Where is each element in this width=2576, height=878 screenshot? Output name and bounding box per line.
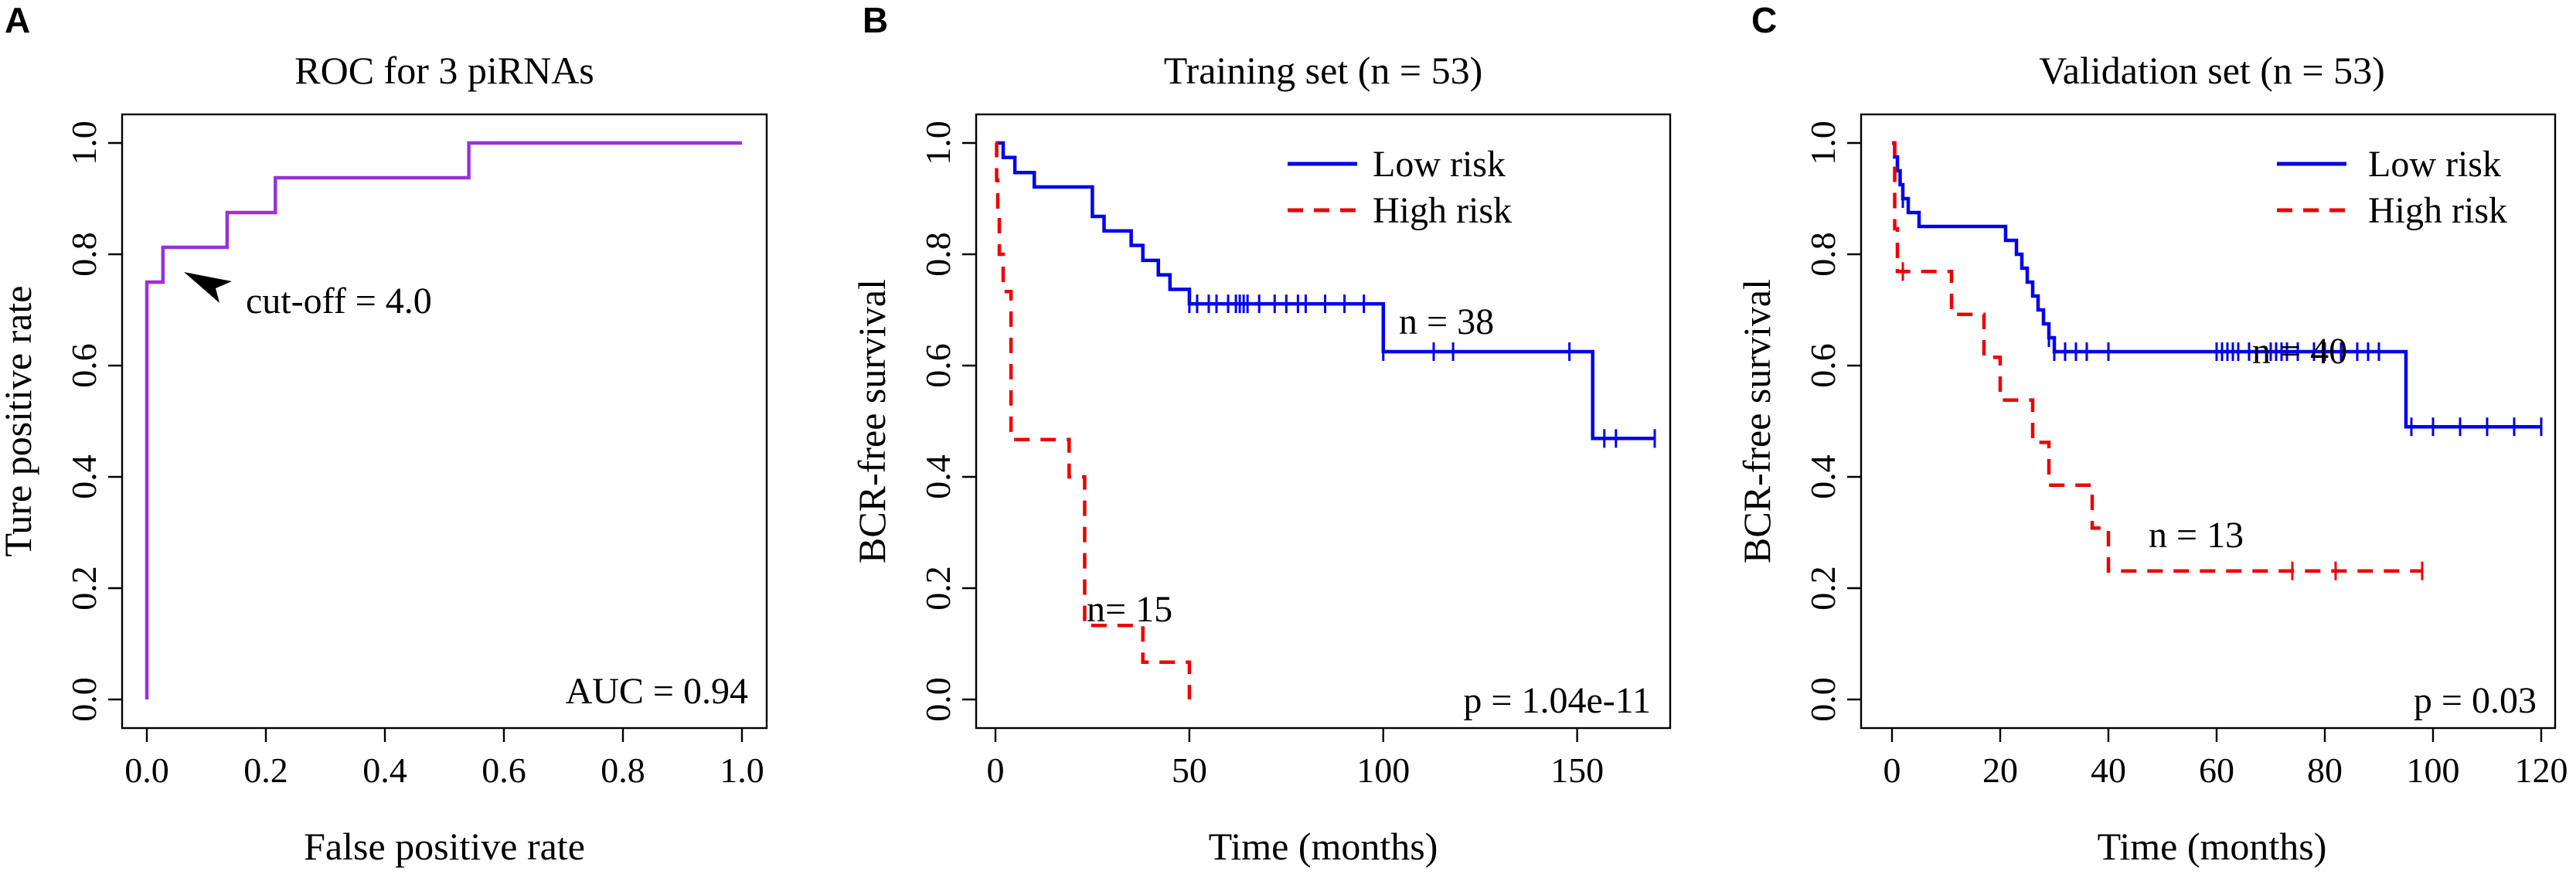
panel-a-roc-line <box>145 141 742 699</box>
panel-c-x-axis: 0 20 40 60 80 100 120 <box>1884 728 2568 790</box>
panel-c-p-value: p = 0.03 <box>2414 680 2537 721</box>
panel-a-x-tick-label: 0.6 <box>482 750 526 790</box>
panel-a-x-tick-label: 0.2 <box>243 750 288 790</box>
panel-b-x-tick-label: 0 <box>987 750 1005 790</box>
panel-c-title: Validation set (n = 53) <box>2039 49 2385 92</box>
panel-b-x-tick-label: 150 <box>1550 750 1604 790</box>
panel-c-x-tick-label: 120 <box>2515 750 2568 790</box>
panel-b-low-risk-n-label: n = 38 <box>1399 301 1494 342</box>
panel-c-y-tick-label: 0.2 <box>1803 566 1843 611</box>
panel-b-letter: B <box>863 0 888 40</box>
panel-c-y-tick-label: 1.0 <box>1803 121 1843 165</box>
panel-a-x-tick-label: 1.0 <box>720 750 764 790</box>
panel-c-high-risk-line <box>1892 141 2422 573</box>
panel-b-y-tick-label: 0.0 <box>918 677 958 722</box>
auc-label: AUC = 0.94 <box>566 671 748 712</box>
panel-b-p-value: p = 1.04e-11 <box>1463 680 1651 721</box>
panel-b-y-tick-label: 0.6 <box>918 343 958 388</box>
panel-b-title: Training set (n = 53) <box>1164 49 1482 92</box>
legend-low-risk-label: Low risk <box>2368 144 2501 185</box>
panel-c-x-tick-label: 60 <box>2199 750 2234 790</box>
panel-a-plot-frame <box>121 113 768 730</box>
panel-c-x-tick-label: 80 <box>2307 750 2343 790</box>
panel-b-series-group <box>995 141 1656 699</box>
panel-b-x-tick-label: 100 <box>1356 750 1410 790</box>
panel-c-y-label: BCR-free survival <box>1735 279 1778 563</box>
panel-b-plot-frame <box>975 113 1672 730</box>
panel-a-letter: A <box>5 0 30 40</box>
panel-c-low-risk-n-label: n = 40 <box>2252 331 2347 372</box>
panel-b-x-tick-label: 50 <box>1172 750 1207 790</box>
panel-a-y-tick-label: 0.8 <box>64 232 104 277</box>
panel-a-x-label: False positive rate <box>304 825 585 868</box>
cutoff-arrow-icon <box>184 272 232 303</box>
panel-a-y-tick-label: 0.0 <box>64 677 104 722</box>
panel-c-y-tick-label: 0.0 <box>1803 677 1843 722</box>
panel-b-x-label: Time (months) <box>1209 825 1438 868</box>
legend-high-risk-label: High risk <box>1373 190 1512 231</box>
panel-a-y-label: Ture positive rate <box>0 286 39 557</box>
panel-a-y-tick-label: 0.4 <box>64 454 104 499</box>
panel-a-y-tick-label: 0.6 <box>64 343 104 388</box>
panel-b-low-risk-line <box>995 141 1655 441</box>
legend-low-risk-label: Low risk <box>1373 144 1506 185</box>
panel-a-title: ROC for 3 piRNAs <box>294 49 594 92</box>
panel-a-x-tick-label: 0.0 <box>124 750 169 790</box>
panel-a-y-axis: 0.0 0.2 0.4 0.6 0.8 1.0 <box>64 121 122 722</box>
panel-c-x-tick-label: 100 <box>2407 750 2460 790</box>
panel-c-legend: Low risk High risk <box>2277 144 2507 231</box>
panel-c-letter: C <box>1751 0 1777 40</box>
panel-c-x-tick-label: 40 <box>2091 750 2126 790</box>
panel-b-x-axis: 0 50 100 150 <box>987 728 1604 790</box>
panel-b-y-axis: 0.0 0.2 0.4 0.6 0.8 1.0 <box>918 121 976 722</box>
cutoff-label: cut-off = 4.0 <box>246 281 432 322</box>
panel-c-y-tick-label: 0.4 <box>1803 454 1843 499</box>
panel-b-legend: Low risk High risk <box>1288 144 1512 231</box>
panel-b-y-tick-label: 1.0 <box>918 121 958 165</box>
panel-a-x-tick-label: 0.8 <box>601 750 645 790</box>
panel-c-low-risk-line <box>1892 141 2541 429</box>
panel-b-y-label: BCR-free survival <box>850 279 893 563</box>
panel-c-y-tick-label: 0.6 <box>1803 343 1843 388</box>
panel-b: B Training set (n = 53) 0 50 100 150 0.0 0.2… <box>850 0 1672 868</box>
panel-a-x-tick-label: 0.4 <box>362 750 407 790</box>
panel-a-y-tick-label: 0.2 <box>64 566 104 611</box>
panel-b-y-tick-label: 0.8 <box>918 232 958 277</box>
panel-b-y-tick-label: 0.2 <box>918 566 958 611</box>
panel-c-x-tick-label: 20 <box>1982 750 2018 790</box>
panel-c-high-risk-n-label: n = 13 <box>2149 515 2244 556</box>
panel-c-x-label: Time (months) <box>2098 825 2327 868</box>
panel-c-x-tick-label: 0 <box>1884 750 1901 790</box>
panel-a-y-tick-label: 1.0 <box>64 121 104 165</box>
panel-a-x-axis: 0.0 0.2 0.4 0.6 0.8 1.0 <box>124 728 764 790</box>
panel-a: A ROC for 3 piRNAs 0.0 0.2 0.4 0.6 0.8 1.0 0.… <box>0 0 768 868</box>
panel-c-y-tick-label: 0.8 <box>1803 232 1843 277</box>
panel-c-plot-frame <box>1860 113 2557 730</box>
legend-high-risk-label: High risk <box>2368 190 2507 231</box>
panel-a-series-group <box>145 141 742 699</box>
panel-b-high-risk-n-label: n= 15 <box>1087 589 1172 630</box>
panel-c: C Validation set (n = 53) 0 20 40 60 80 100 12… <box>1735 0 2568 868</box>
panel-c-series-group <box>1892 141 2543 580</box>
panel-c-y-axis: 0.0 0.2 0.4 0.6 0.8 1.0 <box>1803 121 1861 722</box>
panel-b-y-tick-label: 0.4 <box>918 454 958 499</box>
